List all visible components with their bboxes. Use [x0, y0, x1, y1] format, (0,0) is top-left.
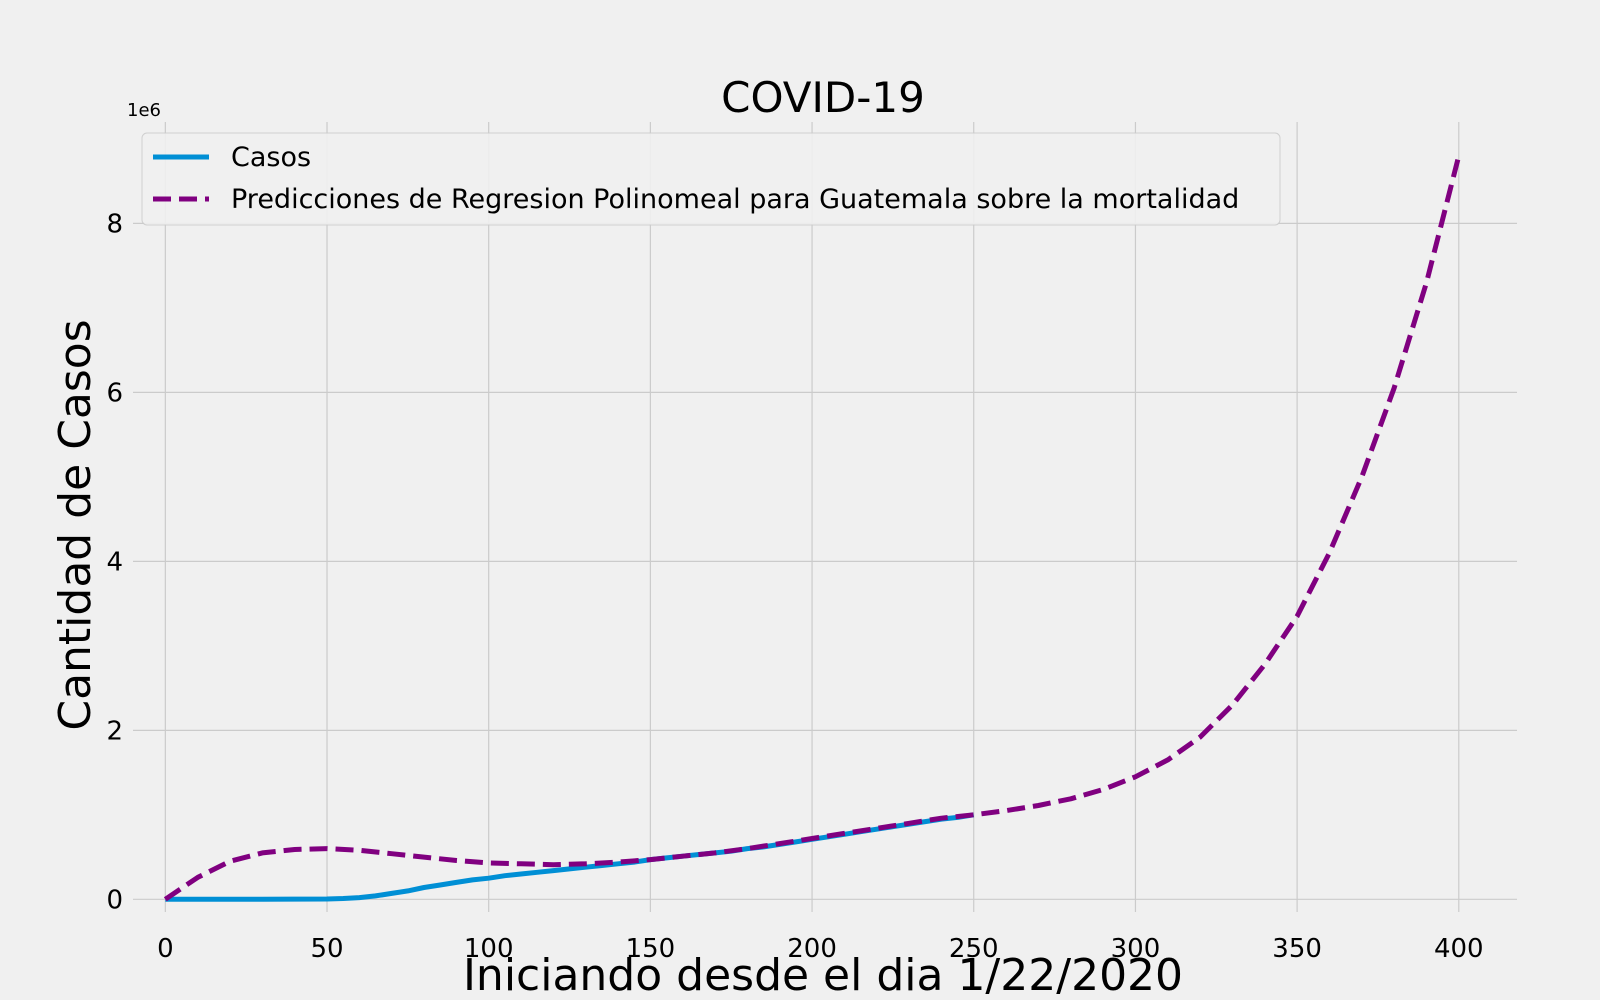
x-tick-label: 300	[1111, 934, 1161, 964]
x-tick-label: 400	[1434, 934, 1484, 964]
legend-box	[141, 132, 1281, 226]
series-line-prediccion	[163, 155, 1462, 902]
x-tick-label: 250	[949, 934, 999, 964]
y-offset-label: 1e6	[127, 100, 161, 121]
chart-title: COVID-19	[721, 73, 925, 122]
x-axis-label: Iniciando desde el dia 1/22/2020	[463, 950, 1183, 1000]
x-tick-label: 150	[626, 934, 676, 964]
legend-label-casos: Casos	[231, 142, 311, 173]
x-tick-label: 200	[787, 934, 837, 964]
y-tick-label: 6	[106, 378, 123, 408]
x-tick-label: 350	[1272, 934, 1322, 964]
x-tick-label: 0	[157, 934, 174, 964]
x-tick-label: 50	[310, 934, 343, 964]
legend-label-prediccion: Predicciones de Regresion Polinomeal par…	[231, 184, 1239, 215]
ticks: 0 50 100 150 200 250 300 350 400 0 2 4 6 8	[106, 209, 1483, 964]
x-tick-label: 100	[464, 934, 514, 964]
legend: Casos Predicciones de Regresion Polinome…	[141, 132, 1281, 226]
y-tick-label: 2	[106, 716, 123, 746]
y-tick-label: 8	[106, 209, 123, 239]
series-layer	[163, 155, 1462, 902]
y-axis-label: Cantidad de Casos	[50, 319, 101, 730]
y-tick-label: 4	[106, 547, 123, 577]
y-tick-label: 0	[106, 885, 123, 915]
